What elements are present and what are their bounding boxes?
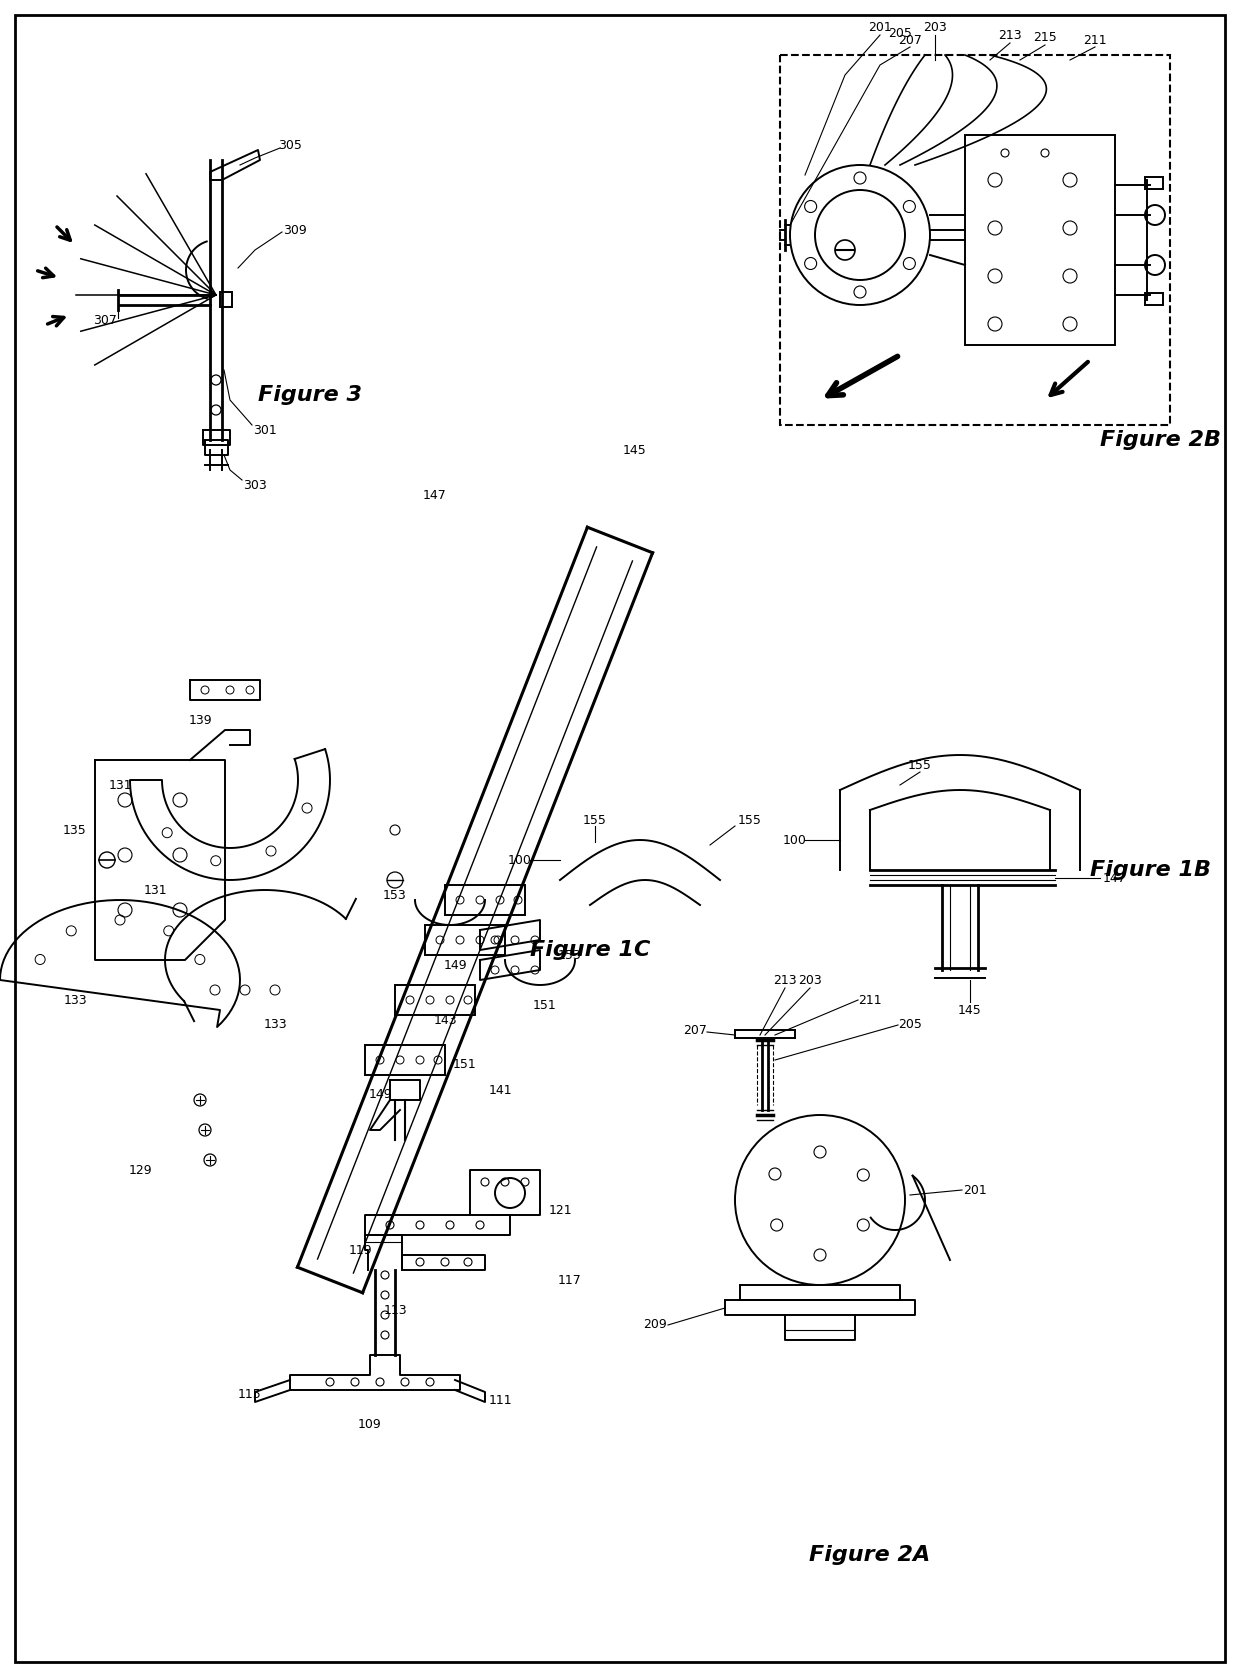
Bar — [965, 136, 1115, 345]
Text: 215: 215 — [1033, 30, 1056, 44]
Bar — [780, 55, 1171, 424]
Text: 211: 211 — [858, 993, 882, 1006]
Text: 201: 201 — [963, 1184, 987, 1196]
Text: 145: 145 — [959, 1003, 982, 1016]
Text: Figure 2A: Figure 2A — [810, 1545, 931, 1565]
Text: 145: 145 — [624, 443, 647, 456]
Bar — [1145, 293, 1163, 305]
Text: 139: 139 — [188, 713, 212, 726]
Text: 133: 133 — [263, 1018, 286, 1031]
Text: 213: 213 — [774, 974, 797, 986]
Text: 117: 117 — [558, 1273, 582, 1286]
Text: 111: 111 — [489, 1394, 512, 1407]
Text: Figure 1C: Figure 1C — [529, 941, 650, 959]
Text: Figure 3: Figure 3 — [258, 386, 362, 406]
Text: 303: 303 — [243, 478, 267, 491]
Text: 307: 307 — [93, 314, 117, 327]
Text: 100: 100 — [508, 854, 532, 867]
Bar — [219, 292, 232, 307]
Text: 301: 301 — [253, 424, 277, 436]
Text: 151: 151 — [533, 998, 557, 1011]
Text: Figure 2B: Figure 2B — [1100, 429, 1220, 449]
Bar — [425, 926, 505, 954]
Text: 305: 305 — [278, 139, 301, 151]
Bar — [1145, 178, 1163, 190]
Text: 205: 205 — [898, 1018, 921, 1031]
Text: 131: 131 — [108, 778, 131, 792]
Text: 153: 153 — [383, 889, 407, 902]
Text: 149: 149 — [368, 1088, 392, 1102]
Text: 309: 309 — [283, 223, 306, 236]
Text: 155: 155 — [583, 813, 606, 827]
Text: 109: 109 — [358, 1419, 382, 1432]
Text: 213: 213 — [998, 29, 1022, 42]
Text: 115: 115 — [238, 1389, 262, 1402]
Bar — [365, 1045, 445, 1075]
Text: 147: 147 — [1104, 872, 1127, 884]
Text: 119: 119 — [348, 1244, 372, 1256]
Text: 211: 211 — [1084, 34, 1107, 47]
Text: 149: 149 — [443, 959, 466, 971]
Text: 143: 143 — [433, 1013, 456, 1026]
Text: 113: 113 — [383, 1303, 407, 1316]
Text: 135: 135 — [63, 823, 87, 837]
Text: Figure 1B: Figure 1B — [1090, 860, 1210, 880]
Text: 207: 207 — [683, 1023, 707, 1036]
Text: 129: 129 — [128, 1164, 151, 1177]
Text: 141: 141 — [489, 1083, 512, 1097]
Text: 155: 155 — [908, 758, 932, 771]
Text: 155: 155 — [738, 813, 761, 827]
Text: 147: 147 — [423, 488, 446, 501]
Text: 201: 201 — [868, 20, 892, 34]
Text: 153: 153 — [558, 949, 582, 961]
Text: 205: 205 — [888, 27, 911, 40]
Text: 131: 131 — [143, 884, 167, 897]
Text: 207: 207 — [898, 34, 921, 47]
Text: 209: 209 — [644, 1318, 667, 1332]
Text: 151: 151 — [453, 1058, 477, 1072]
Text: 203: 203 — [923, 20, 947, 34]
Text: 121: 121 — [548, 1204, 572, 1216]
Text: 133: 133 — [63, 993, 87, 1006]
Text: 100: 100 — [784, 833, 807, 847]
Bar — [445, 885, 525, 916]
Text: 203: 203 — [799, 974, 822, 986]
Bar — [396, 984, 475, 1015]
